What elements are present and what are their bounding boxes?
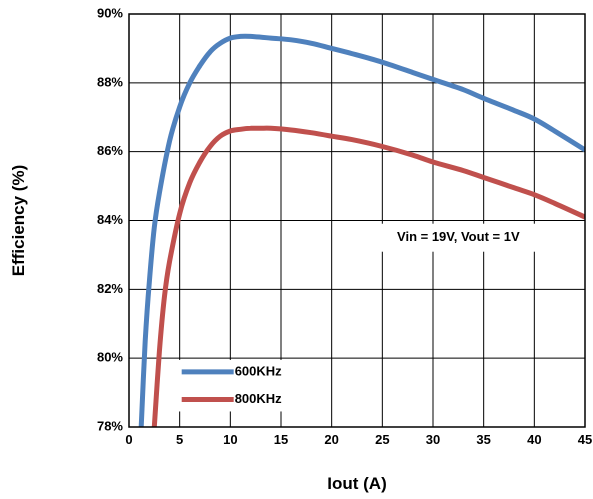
x-tick-label: 30 bbox=[426, 432, 440, 447]
x-tick-label: 5 bbox=[176, 432, 183, 447]
y-tick-label: 78% bbox=[97, 418, 123, 433]
x-tick-label: 35 bbox=[476, 432, 490, 447]
y-axis-title: Efficiency (%) bbox=[9, 165, 28, 276]
series-line-800khz bbox=[151, 125, 585, 427]
annotation-background bbox=[366, 223, 551, 252]
series-lines bbox=[138, 33, 585, 427]
y-tick-label: 88% bbox=[97, 74, 123, 89]
annotation-box: Vin = 19V, Vout = 1V bbox=[366, 223, 551, 252]
x-tick-label: 0 bbox=[125, 432, 132, 447]
legend-label-800khz: 800KHz bbox=[235, 391, 282, 406]
y-tick-label: 80% bbox=[97, 350, 123, 365]
y-tick-label: 82% bbox=[97, 281, 123, 296]
series-line-600khz bbox=[138, 33, 585, 427]
x-tick-label: 45 bbox=[578, 432, 592, 447]
x-tick-label: 15 bbox=[274, 432, 288, 447]
tick-labels: 0 5 10 15 20 25 30 35 40 45 78% 80% 82% 84% 86% 88% 90% bbox=[97, 5, 592, 447]
x-axis-title: Iout (A) bbox=[327, 474, 386, 493]
x-tick-label: 10 bbox=[223, 432, 237, 447]
annotation-text: Vin = 19V, Vout = 1V bbox=[397, 229, 520, 244]
legend-label-600khz: 600KHz bbox=[235, 363, 282, 378]
x-tick-label: 25 bbox=[375, 432, 389, 447]
plot-frame bbox=[128, 13, 586, 428]
x-tick-label: 20 bbox=[324, 432, 338, 447]
x-tick-label: 40 bbox=[527, 432, 541, 447]
legend: 600KHz 800KHz bbox=[175, 359, 302, 412]
legend-background bbox=[175, 359, 302, 412]
y-tick-label: 86% bbox=[97, 143, 123, 158]
grid bbox=[129, 14, 585, 427]
y-tick-label: 90% bbox=[97, 5, 123, 20]
y-tick-label: 84% bbox=[97, 212, 123, 227]
